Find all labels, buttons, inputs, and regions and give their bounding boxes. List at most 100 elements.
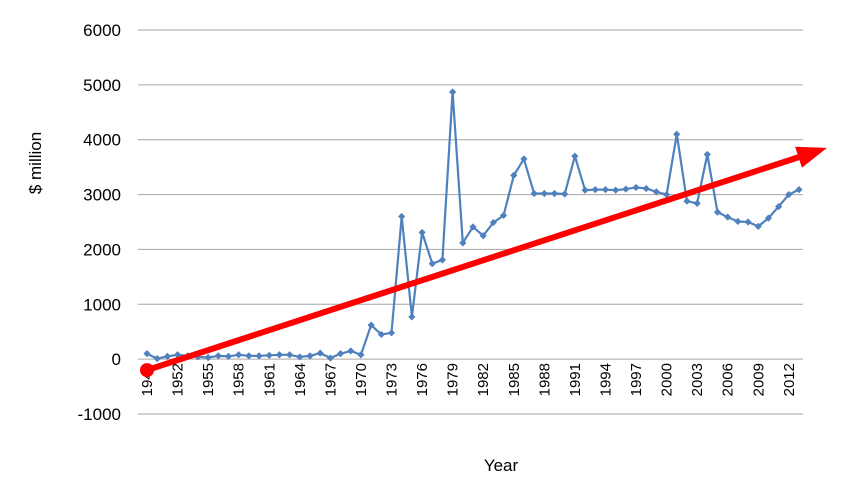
x-tick-label: 1970 xyxy=(353,363,370,396)
data-point xyxy=(377,330,385,339)
x-tick-label: 2009 xyxy=(750,363,767,396)
x-tick-label: 1967 xyxy=(322,363,339,396)
data-point xyxy=(673,130,681,138)
data-point xyxy=(785,190,793,199)
data-point xyxy=(357,351,365,359)
y-axis-ticks: -1000 0 1000 2000 3000 4000 5000 6000 xyxy=(78,21,121,424)
data-point xyxy=(265,351,273,359)
data-point xyxy=(713,208,722,216)
data-point xyxy=(316,349,324,357)
x-tick-label: 1973 xyxy=(384,363,401,396)
data-point xyxy=(744,218,752,226)
data-point xyxy=(561,190,569,198)
data-point xyxy=(275,351,284,359)
data-point xyxy=(214,352,222,360)
y-tick-label: -1000 xyxy=(78,405,121,424)
x-tick-label: 1985 xyxy=(506,363,523,396)
data-point xyxy=(438,256,447,264)
y-tick-label: 0 xyxy=(112,350,121,369)
data-point xyxy=(489,218,497,227)
x-axis-title: Year xyxy=(484,456,519,475)
trend-arrow-origin xyxy=(140,363,154,378)
x-tick-label: 1964 xyxy=(292,363,309,396)
data-point xyxy=(408,313,416,321)
x-tick-label: 1994 xyxy=(597,363,614,396)
x-tick-label: 1955 xyxy=(200,363,217,396)
data-point xyxy=(632,183,640,192)
x-tick-label: 1979 xyxy=(445,363,462,396)
data-point xyxy=(581,186,589,194)
data-point xyxy=(245,352,253,360)
annotations xyxy=(140,146,827,378)
data-point xyxy=(693,199,701,207)
data-point xyxy=(296,353,304,361)
data-point xyxy=(194,353,202,361)
data-point xyxy=(775,203,783,211)
x-tick-label: 2012 xyxy=(781,363,798,396)
data-point xyxy=(235,351,243,359)
trend-arrow-head xyxy=(795,146,827,168)
data-point xyxy=(683,197,691,205)
data-point xyxy=(173,351,182,359)
data-point xyxy=(550,189,559,198)
x-tick-label: 1997 xyxy=(628,363,645,396)
data-point xyxy=(622,185,630,193)
data-series xyxy=(143,88,803,363)
data-point xyxy=(449,88,457,96)
data-point xyxy=(652,188,660,196)
x-tick-label: 1976 xyxy=(414,363,431,396)
x-tick-label: 1988 xyxy=(536,363,553,396)
data-point xyxy=(734,217,742,226)
data-point xyxy=(642,184,650,193)
data-point xyxy=(428,260,436,268)
data-point xyxy=(795,186,803,194)
y-tick-label: 1000 xyxy=(83,295,121,314)
data-point xyxy=(286,351,294,359)
data-point xyxy=(510,171,518,179)
data-point xyxy=(703,150,711,159)
data-point xyxy=(306,352,314,360)
data-point xyxy=(326,354,334,362)
data-point xyxy=(540,189,548,198)
data-point xyxy=(469,223,477,231)
x-tick-label: 1961 xyxy=(261,363,278,396)
data-point xyxy=(571,152,579,160)
x-axis-ticks: 1949 1952 1955 1958 1961 1964 1967 1970 1973 1976… xyxy=(139,363,798,396)
y-tick-label: 6000 xyxy=(83,21,121,40)
data-point xyxy=(224,352,233,360)
data-point xyxy=(143,350,151,358)
data-point xyxy=(601,186,610,194)
y-tick-label: 5000 xyxy=(83,76,121,95)
data-point xyxy=(662,190,671,199)
x-tick-label: 1982 xyxy=(475,363,492,396)
data-point xyxy=(336,350,345,358)
data-point xyxy=(459,239,467,247)
x-tick-label: 2006 xyxy=(720,363,737,396)
x-tick-label: 2003 xyxy=(689,363,706,396)
x-tick-label: 1958 xyxy=(231,363,248,396)
data-point xyxy=(163,352,171,360)
data-point xyxy=(520,155,528,163)
data-point xyxy=(367,321,375,329)
data-point xyxy=(612,186,620,194)
data-point xyxy=(418,228,426,237)
data-point xyxy=(398,212,406,221)
x-tick-label: 1952 xyxy=(170,363,187,396)
x-tick-label: 2000 xyxy=(659,363,676,396)
data-point xyxy=(764,214,773,222)
y-axis-title: $ million xyxy=(26,132,45,194)
y-tick-label: 4000 xyxy=(83,131,121,150)
data-point xyxy=(204,353,212,362)
data-point xyxy=(724,213,732,221)
data-point xyxy=(387,329,396,337)
data-point xyxy=(754,222,762,230)
trend-arrow-shaft xyxy=(146,154,800,373)
x-tick-label: 1991 xyxy=(567,363,584,396)
data-point xyxy=(591,186,599,194)
data-point xyxy=(499,211,508,220)
data-point xyxy=(347,347,355,355)
y-tick-label: 2000 xyxy=(83,240,121,259)
data-point xyxy=(255,352,263,360)
data-point xyxy=(530,189,538,198)
